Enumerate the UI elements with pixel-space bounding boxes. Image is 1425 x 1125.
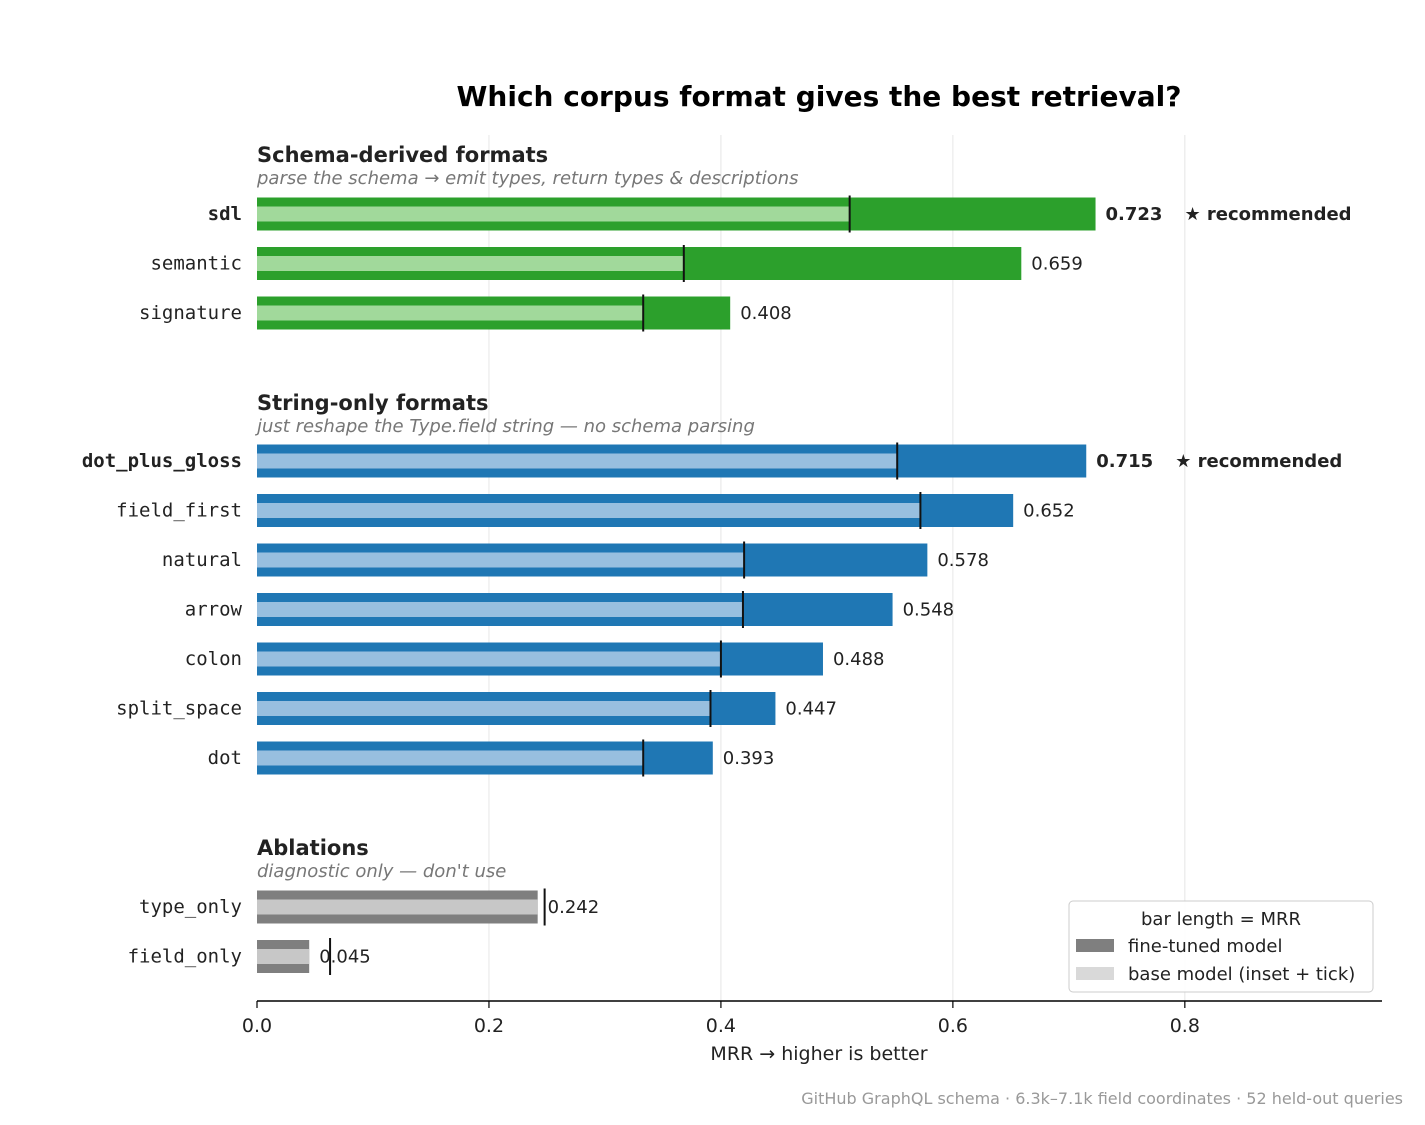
value-label: 0.447 [785,699,837,720]
base-inset-bar [257,552,745,568]
group-subtitle: diagnostic only — don't use [257,861,506,882]
recommended-badge: ★ recommended [1175,451,1342,472]
bar-row-colon: colon 0.488 [185,640,885,678]
value-label: 0.723 [1106,204,1163,225]
value-label: 0.548 [903,600,955,621]
x-tick-label-2: 0.4 [706,1015,736,1037]
legend-label-1: base model (inset + tick) [1128,964,1355,985]
legend-title: bar length = MRR [1141,909,1301,930]
bar-row-type_only: type_only 0.242 [139,888,600,926]
group-title: Ablations [257,836,369,860]
value-label: 0.408 [740,303,792,324]
legend: bar length = MRR fine-tuned model base mod… [1068,900,1374,993]
category-label: semantic [150,253,242,275]
value-label: 0.715 [1096,451,1153,472]
bar-row-sdl: sdl 0.723 ★ recommended [208,195,1352,233]
x-tick-label-4: 0.8 [1170,1015,1200,1037]
bar-row-dot: dot 0.393 [208,739,775,777]
group-subtitle: parse the schema → emit types, return ty… [256,168,799,189]
base-inset-bar [257,750,644,766]
bar-row-split_space: split_space 0.447 [116,690,837,727]
category-label: field_first [116,500,242,522]
x-tick-label-1: 0.2 [474,1015,504,1037]
group-title: Schema-derived formats [257,143,548,167]
value-label: 0.045 [319,947,371,968]
x-tick-label-0: 0.0 [242,1015,272,1037]
recommended-badge: ★ recommended [1185,204,1352,225]
category-label: dot [208,747,242,769]
category-label: arrow [185,599,243,621]
base-inset-bar [257,256,684,271]
legend-swatch-0 [1076,939,1114,952]
category-label: split_space [116,698,242,720]
group-subtitle: just reshape the Type.field string — no … [254,416,755,437]
group-title: String-only formats [257,391,489,415]
base-inset-bar [257,503,921,518]
base-inset-bar [257,701,711,716]
legend-box [1068,900,1374,993]
category-label: signature [139,302,242,324]
base-inset-bar [257,206,850,222]
category-label: field_only [128,946,242,968]
chart-title: Which corpus format gives the best retri… [457,80,1182,113]
category-label: dot_plus_gloss [82,450,242,472]
bar-row-dot_plus_gloss: dot_plus_gloss 0.715 ★ recommended [82,442,1342,480]
base-inset-bar [257,651,721,667]
value-label: 0.393 [723,748,775,769]
value-label: 0.659 [1031,254,1083,275]
bar-row-field_first: field_first 0.652 [116,492,1075,529]
value-label: 0.578 [937,550,989,571]
base-inset-bar [257,602,743,617]
x-tick-label-3: 0.6 [938,1015,968,1037]
value-label: 0.652 [1023,501,1075,522]
base-inset-bar [257,899,538,915]
category-label: natural [162,549,242,571]
bar-row-signature: signature 0.408 [139,294,792,332]
legend-label-0: fine-tuned model [1128,936,1282,957]
category-label: sdl [208,203,242,225]
base-inset-bar [257,949,310,964]
category-label: colon [185,648,242,670]
bar-row-arrow: arrow 0.548 [185,591,954,628]
bar-row-field_only: field_only 0.045 [128,938,371,975]
bar-row-semantic: semantic 0.659 [150,245,1083,282]
bar-row-natural: natural 0.578 [162,541,989,579]
footer-note: GitHub GraphQL schema · 6.3k–7.1k field … [801,1089,1403,1108]
value-label: 0.242 [548,897,600,918]
base-inset-bar [257,453,898,469]
base-inset-bar [257,305,644,321]
legend-swatch-1 [1076,967,1114,980]
x-axis: 0.0 0.2 0.4 0.6 0.8 [242,1000,1382,1037]
value-label: 0.488 [833,649,885,670]
x-axis-label: MRR → higher is better [710,1043,927,1065]
category-label: type_only [139,896,242,918]
